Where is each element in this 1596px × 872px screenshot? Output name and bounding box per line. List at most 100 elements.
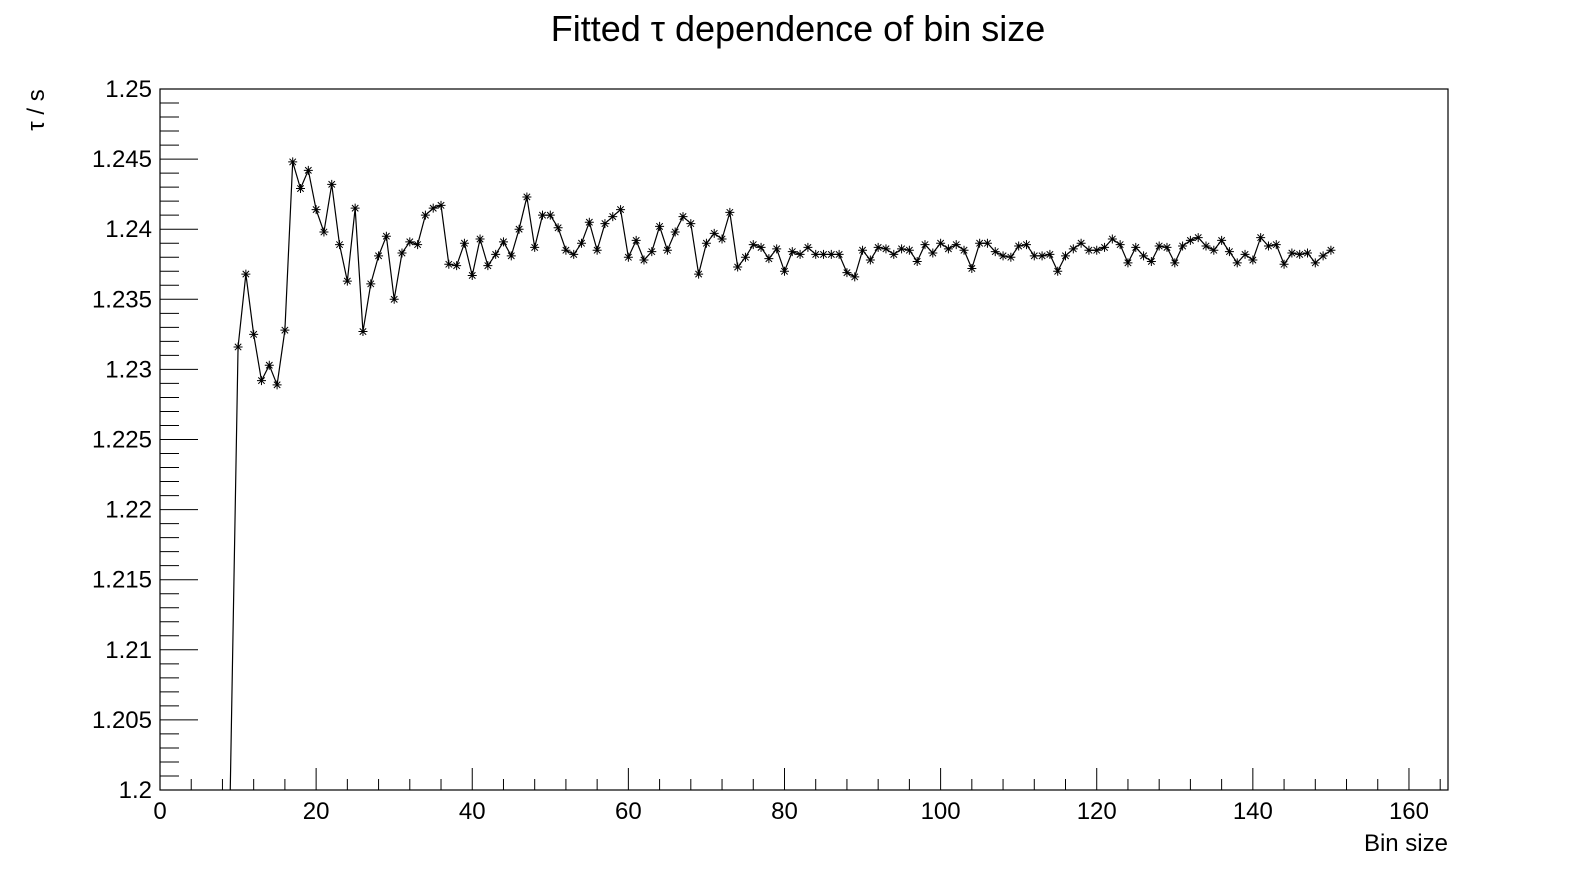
data-point-marker xyxy=(1146,256,1156,266)
data-point-marker xyxy=(561,245,571,255)
data-point-marker xyxy=(678,212,688,222)
data-point-marker xyxy=(428,203,438,213)
chart-title: Fitted τ dependence of bin size xyxy=(551,8,1046,49)
data-point-marker xyxy=(686,219,696,229)
data-point-marker xyxy=(1318,251,1328,261)
y-tick-label: 1.21 xyxy=(105,637,152,664)
data-point-marker xyxy=(303,165,313,175)
data-point-marker xyxy=(1123,258,1133,268)
data-point-marker xyxy=(756,242,766,252)
data-point-marker xyxy=(865,255,875,265)
y-tick-label: 1.23 xyxy=(105,356,152,383)
data-point-marker xyxy=(467,270,477,280)
data-point-marker xyxy=(1131,242,1141,252)
data-point-marker xyxy=(475,234,485,244)
data-point-marker xyxy=(319,227,329,237)
y-tick-label: 1.225 xyxy=(92,427,152,454)
data-point-marker xyxy=(733,262,743,272)
y-tick-label: 1.25 xyxy=(105,76,152,103)
data-point-marker xyxy=(1209,245,1219,255)
x-tick-label: 0 xyxy=(153,798,166,825)
data-point-marker xyxy=(1154,241,1164,251)
data-point-marker xyxy=(1076,238,1086,248)
data-point-marker xyxy=(577,238,587,248)
data-point-marker xyxy=(358,327,368,337)
data-point-marker xyxy=(951,240,961,250)
x-axis: 0 20 40 60 80 100 120 140 160 xyxy=(153,768,1441,825)
data-point-marker xyxy=(584,217,594,227)
y-tick-label: 1.245 xyxy=(92,146,152,173)
data-point-marker xyxy=(592,245,602,255)
data-point-marker xyxy=(873,242,883,252)
data-point-marker xyxy=(1326,245,1336,255)
y-axis-label: τ / s xyxy=(23,89,50,130)
data-point-marker xyxy=(1263,241,1273,251)
data-point-marker xyxy=(296,184,306,194)
data-point-marker xyxy=(374,251,384,261)
y-tick-label: 1.205 xyxy=(92,707,152,734)
data-point-marker xyxy=(694,269,704,279)
data-point-marker xyxy=(1224,247,1234,257)
data-point-marker xyxy=(272,380,282,390)
data-point-marker xyxy=(826,249,836,259)
data-point-marker xyxy=(748,240,758,250)
data-point-marker xyxy=(1045,249,1055,259)
data-point-marker xyxy=(1287,248,1297,258)
data-point-marker xyxy=(1310,258,1320,268)
data-point-marker xyxy=(740,252,750,262)
data-point-marker xyxy=(897,244,907,254)
data-point-marker xyxy=(608,212,618,222)
data-point-marker xyxy=(537,210,547,220)
data-point-marker xyxy=(311,205,321,215)
x-axis-label: Bin size xyxy=(1364,830,1448,857)
data-point-marker xyxy=(1053,266,1063,276)
data-point-marker xyxy=(1170,258,1180,268)
data-point-marker xyxy=(834,249,844,259)
series-markers xyxy=(233,157,1336,390)
data-point-marker xyxy=(1037,251,1047,261)
data-point-marker xyxy=(522,192,532,202)
data-point-marker xyxy=(811,249,821,259)
data-point-marker xyxy=(498,237,508,247)
data-point-marker xyxy=(1068,244,1078,254)
data-point-marker xyxy=(280,325,290,335)
data-point-marker xyxy=(1185,235,1195,245)
data-point-marker xyxy=(1279,259,1289,269)
data-point-marker xyxy=(288,157,298,167)
data-point-marker xyxy=(795,249,805,259)
data-point-marker xyxy=(959,245,969,255)
data-point-marker xyxy=(764,254,774,264)
data-point-marker xyxy=(1248,255,1258,265)
data-point-marker xyxy=(350,203,360,213)
data-point-marker xyxy=(850,272,860,282)
data-point-marker xyxy=(420,210,430,220)
data-point-marker xyxy=(397,248,407,258)
data-point-marker xyxy=(1302,248,1312,258)
data-point-marker xyxy=(975,238,985,248)
x-tick-label: 100 xyxy=(921,798,961,825)
data-point-marker xyxy=(249,329,259,339)
data-point-marker xyxy=(631,235,641,245)
data-point-marker xyxy=(928,248,938,258)
data-point-marker xyxy=(639,255,649,265)
data-point-marker xyxy=(530,242,540,252)
x-tick-label: 20 xyxy=(303,798,330,825)
data-point-marker xyxy=(1107,234,1117,244)
data-point-marker xyxy=(967,263,977,273)
data-point-marker xyxy=(1115,240,1125,250)
data-point-marker xyxy=(889,249,899,259)
data-point-marker xyxy=(405,237,415,247)
x-tick-label: 40 xyxy=(459,798,486,825)
data-point-marker xyxy=(1232,258,1242,268)
y-axis: 1.2 1.205 1.21 1.215 1.22 1.225 1.23 1.235 1.24 1… xyxy=(92,76,198,804)
x-tick-label: 160 xyxy=(1389,798,1429,825)
data-point-marker xyxy=(787,247,797,257)
data-point-marker xyxy=(1295,249,1305,259)
data-point-marker xyxy=(842,268,852,278)
data-point-marker xyxy=(670,227,680,237)
data-point-marker xyxy=(904,245,914,255)
data-point-marker xyxy=(264,360,274,370)
data-point-marker xyxy=(717,234,727,244)
y-tick-label: 1.2 xyxy=(119,777,152,804)
